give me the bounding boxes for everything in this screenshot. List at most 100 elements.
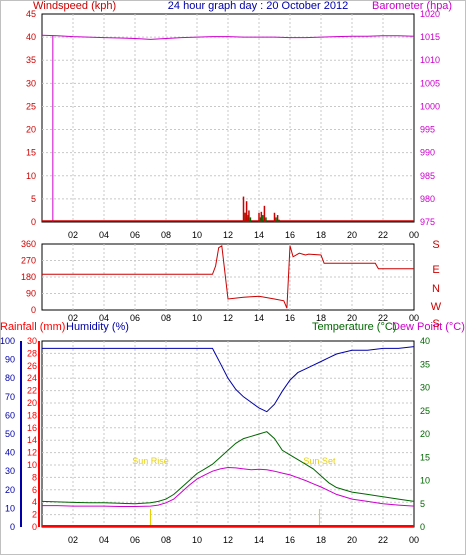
x-tick-label: 10 [192,313,202,323]
rainfall-tick-label: 12 [27,448,37,458]
x-tick-label: 18 [316,230,326,240]
temperature-tick-label: 15 [420,452,430,462]
x-tick-label: 14 [254,535,264,545]
direction-tick-label: 270 [21,256,36,266]
x-tick-label: 12 [223,535,233,545]
humidity-tick-label: 60 [5,410,15,420]
windspeed-tick-label: 30 [26,78,36,88]
x-tick-label: 20 [347,230,357,240]
x-tick-label: 06 [130,313,140,323]
barometer-axis-title: Barometer (hpa) [372,0,452,12]
rainfall-tick-label: 26 [27,361,37,371]
x-tick-label: 02 [68,230,78,240]
rainfall-tick-label: 28 [27,348,37,358]
rainfall-tick-label: 10 [27,460,37,470]
windspeed-tick-label: 45 [26,9,36,19]
rainfall-tick-label: 4 [32,497,37,507]
x-tick-label: 22 [378,230,388,240]
x-tick-label: 12 [223,313,233,323]
temperature-tick-label: 25 [420,406,430,416]
temperature-tick-label: 35 [420,359,430,369]
windspeed-tick-label: 15 [26,148,36,158]
humidity-axis-title: Humidity (%) [66,321,129,333]
temperature-axis-title: Temperature (°C) [312,321,396,333]
x-tick-label: 18 [316,313,326,323]
humidity-tick-label: 90 [5,355,15,365]
rainfall-tick-label: 16 [27,423,37,433]
wind-direction-series-line [42,244,414,309]
x-tick-label: 18 [316,535,326,545]
x-tick-label: 22 [378,535,388,545]
windspeed-tick-label: 35 [26,55,36,65]
rainfall-tick-label: 14 [27,435,37,445]
barometer-tick-label: 1000 [420,101,440,111]
windspeed-tick-label: 5 [31,194,36,204]
windspeed-tick-label: 25 [26,101,36,111]
x-tick-label: 20 [347,535,357,545]
barometer-tick-label: 1005 [420,78,440,88]
x-tick-label: 20 [347,313,357,323]
humidity-tick-label: 80 [5,373,15,383]
temperature-tick-label: 30 [420,383,430,393]
x-tick-label: 14 [254,230,264,240]
rainfall-tick-label: 20 [27,398,37,408]
barometer-tick-label: 975 [420,217,435,227]
humidity-tick-label: 30 [5,466,15,476]
windspeed-axis-title: Windspeed (kph) [33,0,116,12]
x-tick-label: 10 [192,535,202,545]
temperature-series-line [41,431,415,505]
graph-title: 24 hour graph day : 20 October 2012 [168,0,348,12]
compass-label: N [432,283,440,295]
windspeed-tick-label: 20 [26,125,36,135]
barometer-tick-label: 1010 [420,55,440,65]
dewpoint-axis-title: Dew Point (°C) [392,321,465,333]
compass-label: S [432,239,439,251]
x-tick-label: 12 [223,230,233,240]
direction-tick-label: 0 [31,305,36,315]
rainfall-tick-label: 18 [27,410,37,420]
x-tick-label: 08 [161,313,171,323]
barometer-tick-label: 1020 [420,9,440,19]
x-tick-label: 08 [161,535,171,545]
x-tick-label: 06 [130,535,140,545]
barometer-series-line [41,34,415,40]
sunrise-label: Sun Rise [132,456,169,466]
sunset-label: Sun Set [303,456,336,466]
x-tick-label: 22 [378,313,388,323]
temperature-tick-label: 5 [420,499,425,509]
rainfall-tick-label: 8 [32,472,37,482]
temperature-tick-label: 20 [420,429,430,439]
x-tick-label: 08 [161,230,171,240]
rainfall-tick-label: 30 [27,336,37,346]
x-tick-label: 00 [409,230,419,240]
rainfall-tick-label: 6 [32,485,37,495]
x-tick-label: 14 [254,313,264,323]
x-tick-label: 06 [130,230,140,240]
x-tick-label: 02 [68,535,78,545]
x-tick-label: 04 [99,313,109,323]
compass-label: S [432,318,439,330]
dewpoint-series-line [42,466,415,507]
temperature-tick-label: 40 [420,336,430,346]
humidity-tick-label: 10 [5,503,15,513]
humidity-tick-label: 100 [0,336,15,346]
windspeed-tick-label: 40 [26,32,36,42]
temperature-tick-label: 10 [420,476,430,486]
humidity-tick-label: 40 [5,448,15,458]
barometer-tick-label: 980 [420,194,435,204]
barometer-tick-label: 985 [420,171,435,181]
rainfall-tick-label: 2 [32,510,37,520]
humidity-tick-label: 0 [10,522,15,532]
barometer-tick-label: 995 [420,125,435,135]
x-tick-label: 16 [285,313,295,323]
barometer-tick-label: 1015 [420,32,440,42]
rainfall-tick-label: 0 [32,522,37,532]
x-tick-label: 16 [285,535,295,545]
direction-tick-label: 360 [21,239,36,249]
rainfall-tick-label: 22 [27,386,37,396]
x-tick-label: 10 [192,230,202,240]
x-tick-label: 04 [99,535,109,545]
compass-label: E [432,264,439,276]
windspeed-tick-label: 0 [31,217,36,227]
